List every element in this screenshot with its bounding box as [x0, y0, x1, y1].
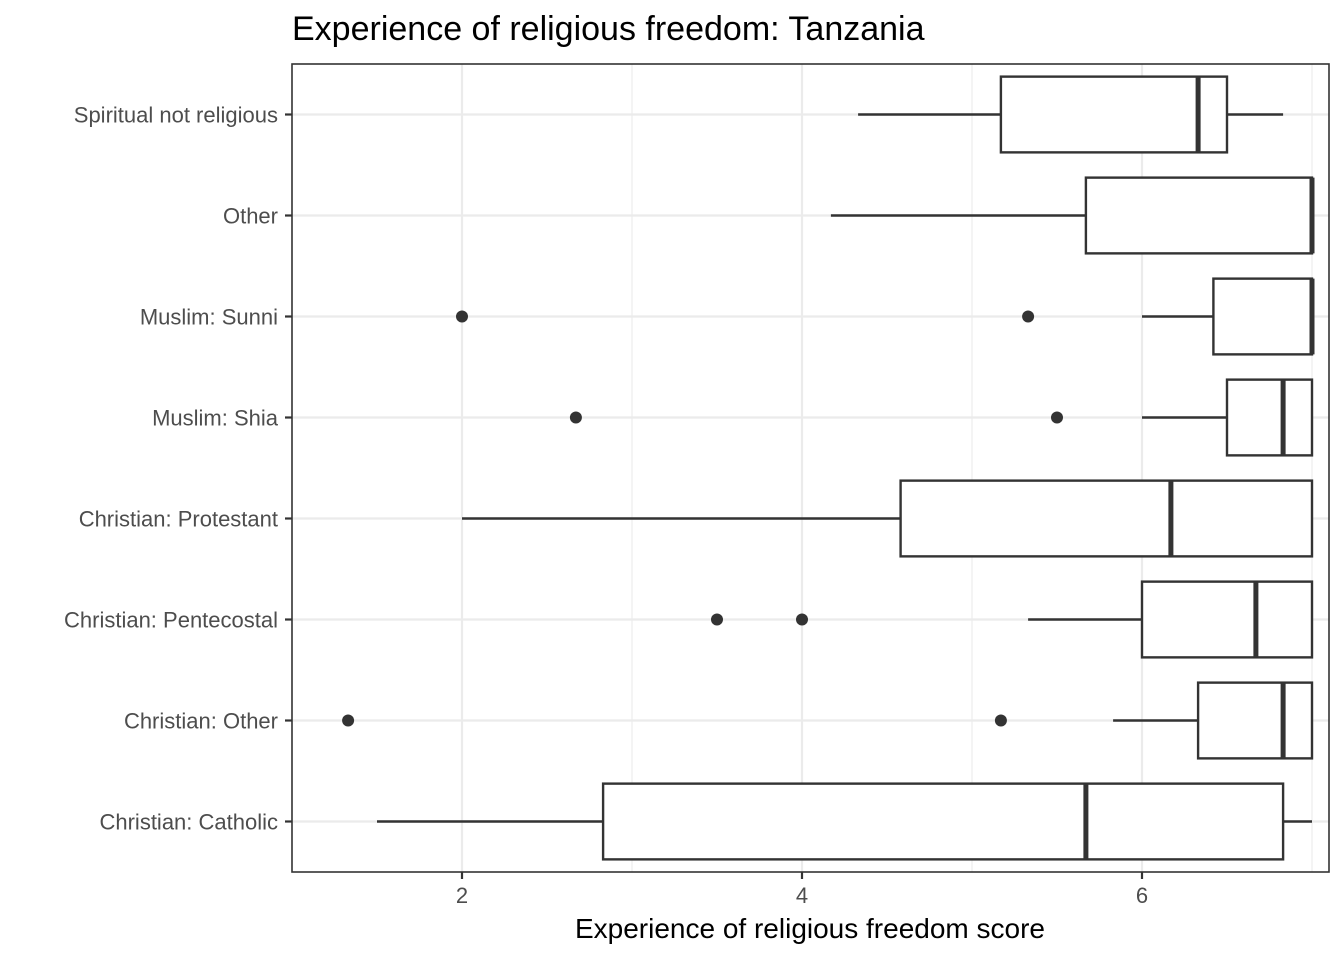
box-iqr [1196, 681, 1314, 760]
outlier-point [994, 714, 1007, 727]
chart-title: Experience of religious freedom: Tanzani… [292, 10, 925, 48]
box-iqr [1140, 580, 1314, 659]
plot-panel-border [291, 63, 1330, 873]
box-iqr [1225, 378, 1314, 457]
box-iqr [1212, 277, 1314, 356]
x-tick-label: 2 [456, 883, 468, 908]
y-tick-label: Other [223, 204, 278, 229]
y-tick-label: Christian: Catholic [99, 810, 278, 835]
outlier-point [1022, 310, 1035, 323]
box-spiritual-not-religious [858, 75, 1284, 154]
box-iqr [1084, 176, 1314, 255]
outlier-point [569, 411, 582, 424]
outlier-point [796, 613, 808, 626]
box-layer [342, 75, 1315, 861]
x-axis-title: Experience of religious freedom score [575, 913, 1045, 944]
y-tick-label: Christian: Protestant [79, 507, 278, 532]
x-axis: 2 4 6 [456, 872, 1148, 908]
box-muslim-shia [569, 378, 1314, 457]
box-muslim-sunni [456, 277, 1315, 356]
y-tick-label: Muslim: Shia [152, 406, 279, 431]
outlier-point [342, 714, 355, 727]
box-iqr [899, 479, 1314, 558]
y-tick-label: Muslim: Sunni [140, 305, 278, 330]
y-tick-label: Spiritual not religious [74, 103, 278, 128]
box-other [830, 176, 1315, 255]
outlier-point [1051, 411, 1063, 424]
box-iqr [601, 782, 1285, 861]
y-tick-label: Christian: Other [124, 709, 278, 734]
outlier-point [711, 613, 723, 626]
box-christian-pentecostal [711, 580, 1314, 659]
y-axis: Spiritual not religious Other Muslim: Sunn… [64, 103, 292, 835]
box-christian-catholic [377, 782, 1312, 861]
box-iqr [999, 75, 1229, 154]
outlier-point [456, 310, 468, 323]
y-tick-label: Christian: Pentecostal [64, 608, 278, 633]
x-tick-label: 4 [796, 883, 808, 908]
box-christian-protestant [462, 479, 1314, 558]
box-christian-other [342, 681, 1314, 760]
x-tick-label: 6 [1136, 883, 1148, 908]
